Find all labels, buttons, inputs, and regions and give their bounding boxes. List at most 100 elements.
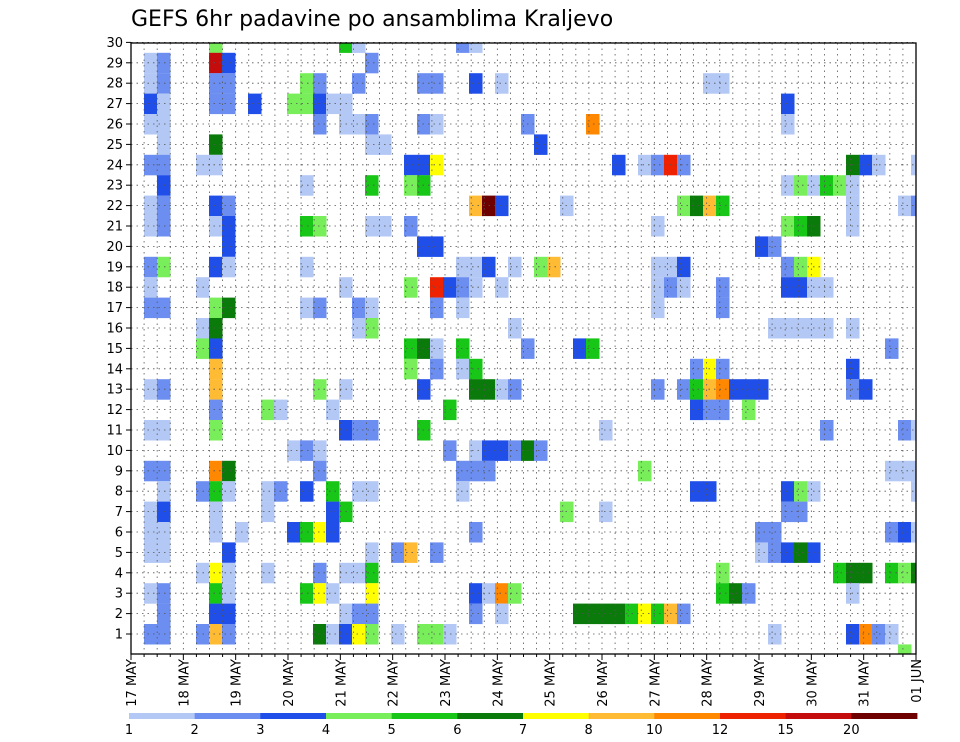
heatmap-cell <box>716 583 730 604</box>
heatmap-cell <box>365 420 379 441</box>
y-tick-label: 2 <box>115 607 123 622</box>
heatmap-cell <box>469 522 483 543</box>
heatmap-cell <box>586 338 600 359</box>
heatmap-cell <box>638 603 652 625</box>
heatmap-cell <box>781 277 795 298</box>
heatmap-cell <box>937 522 951 543</box>
heatmap-cell <box>144 583 158 604</box>
heatmap-cell <box>898 562 912 584</box>
y-tick-label: 17 <box>106 301 123 316</box>
heatmap-cell <box>352 624 366 645</box>
heatmap-cell <box>495 277 509 298</box>
heatmap-cell <box>495 195 509 217</box>
heatmap-cell <box>209 43 223 53</box>
heatmap-cell <box>651 256 665 278</box>
heatmap-cell <box>313 114 327 135</box>
heatmap-cell <box>885 624 899 645</box>
y-tick-label: 13 <box>106 383 123 398</box>
heatmap-cell <box>599 603 613 625</box>
heatmap-cell <box>781 93 795 115</box>
heatmap-cell <box>157 134 171 155</box>
x-axis: 17 MAY 18 MAY 19 MAY 20 MAY 21 MAY 22 MAY 23 M… <box>125 654 925 707</box>
legend-label: 1 <box>125 723 133 738</box>
heatmap-cell <box>157 52 171 74</box>
heatmap-cell <box>742 583 756 604</box>
heatmap-cell <box>729 379 743 400</box>
heatmap-cell <box>456 256 470 278</box>
heatmap-cell <box>885 522 899 543</box>
heatmap-cell <box>209 481 223 502</box>
heatmap-cell <box>287 522 301 543</box>
heatmap-cell <box>352 43 366 53</box>
x-tick-label: 20 MAY <box>282 659 297 707</box>
heatmap-cell <box>144 195 158 217</box>
heatmap-cell <box>456 277 470 298</box>
heatmap-cell <box>300 481 314 502</box>
heatmap-cell <box>443 440 457 461</box>
heatmap-cell <box>287 93 301 115</box>
heatmap-cell <box>690 481 704 502</box>
heatmap-cell <box>144 379 158 400</box>
y-tick-label: 23 <box>106 179 123 194</box>
x-tick-label: 21 MAY <box>334 659 349 707</box>
color-legend: 1 2 3 4 5 6 7 8 10 12 15 20 <box>125 713 918 738</box>
heatmap-cell <box>157 379 171 400</box>
heatmap-cell <box>651 379 665 400</box>
heatmap-cell <box>352 603 366 625</box>
heatmap-cell <box>261 562 275 584</box>
heatmap-cell <box>898 644 912 654</box>
chart-title: GEFS 6hr padavine po ansamblima Kraljevo <box>131 7 613 32</box>
heatmap-cell <box>898 522 912 543</box>
heatmap-cell <box>677 195 691 217</box>
x-tick-label: 26 MAY <box>596 659 611 707</box>
heatmap-cell <box>209 134 223 155</box>
heatmap-cell <box>456 297 470 319</box>
heatmap-cell <box>157 420 171 441</box>
heatmap-cell <box>339 43 353 53</box>
heatmap-cell <box>209 603 223 625</box>
heatmap-cell <box>456 481 470 502</box>
heatmap-cell <box>755 542 769 563</box>
heatmap-cell <box>443 399 457 421</box>
heatmap-cell <box>157 73 171 94</box>
heatmap-cell <box>495 603 509 625</box>
heatmap-cell <box>924 522 938 543</box>
heatmap-cell <box>820 420 834 441</box>
heatmap-cell <box>781 542 795 563</box>
x-tick-label: 19 MAY <box>230 659 245 707</box>
heatmap-cell <box>365 624 379 645</box>
heatmap-cell <box>677 603 691 625</box>
legend-swatch <box>391 713 458 719</box>
heatmap-cell <box>352 114 366 135</box>
heatmap-cell <box>313 583 327 604</box>
heatmap-cell <box>755 236 769 257</box>
heatmap-cell <box>157 624 171 645</box>
heatmap-cell <box>352 73 366 94</box>
heatmap-cell <box>833 175 847 196</box>
heatmap-cell <box>885 338 899 359</box>
heatmap-cell <box>222 216 236 237</box>
heatmap-cell <box>404 277 418 298</box>
heatmap-cell <box>326 501 340 523</box>
heatmap-cell <box>859 154 873 176</box>
heatmap-cell <box>209 93 223 115</box>
heatmap-cell <box>352 318 366 339</box>
heatmap-cell <box>651 277 665 298</box>
heatmap-cell <box>573 338 587 359</box>
y-tick-label: 10 <box>106 444 123 459</box>
x-tick-label: 01 JUN <box>910 659 925 703</box>
legend-label: 10 <box>646 723 663 738</box>
heatmap-cell <box>430 624 444 645</box>
heatmap-cell <box>209 501 223 523</box>
heatmap-cell <box>157 297 171 319</box>
heatmap-cell <box>209 195 223 217</box>
heatmap-cell <box>326 481 340 502</box>
y-tick-label: 1 <box>115 628 123 643</box>
heatmap-cell <box>508 440 522 461</box>
heatmap-cell <box>651 297 665 319</box>
heatmap-cell <box>300 256 314 278</box>
y-tick-label: 5 <box>115 546 123 561</box>
heatmap-cell <box>508 583 522 604</box>
heatmap-cell <box>144 542 158 563</box>
heatmap-cell <box>690 195 704 217</box>
